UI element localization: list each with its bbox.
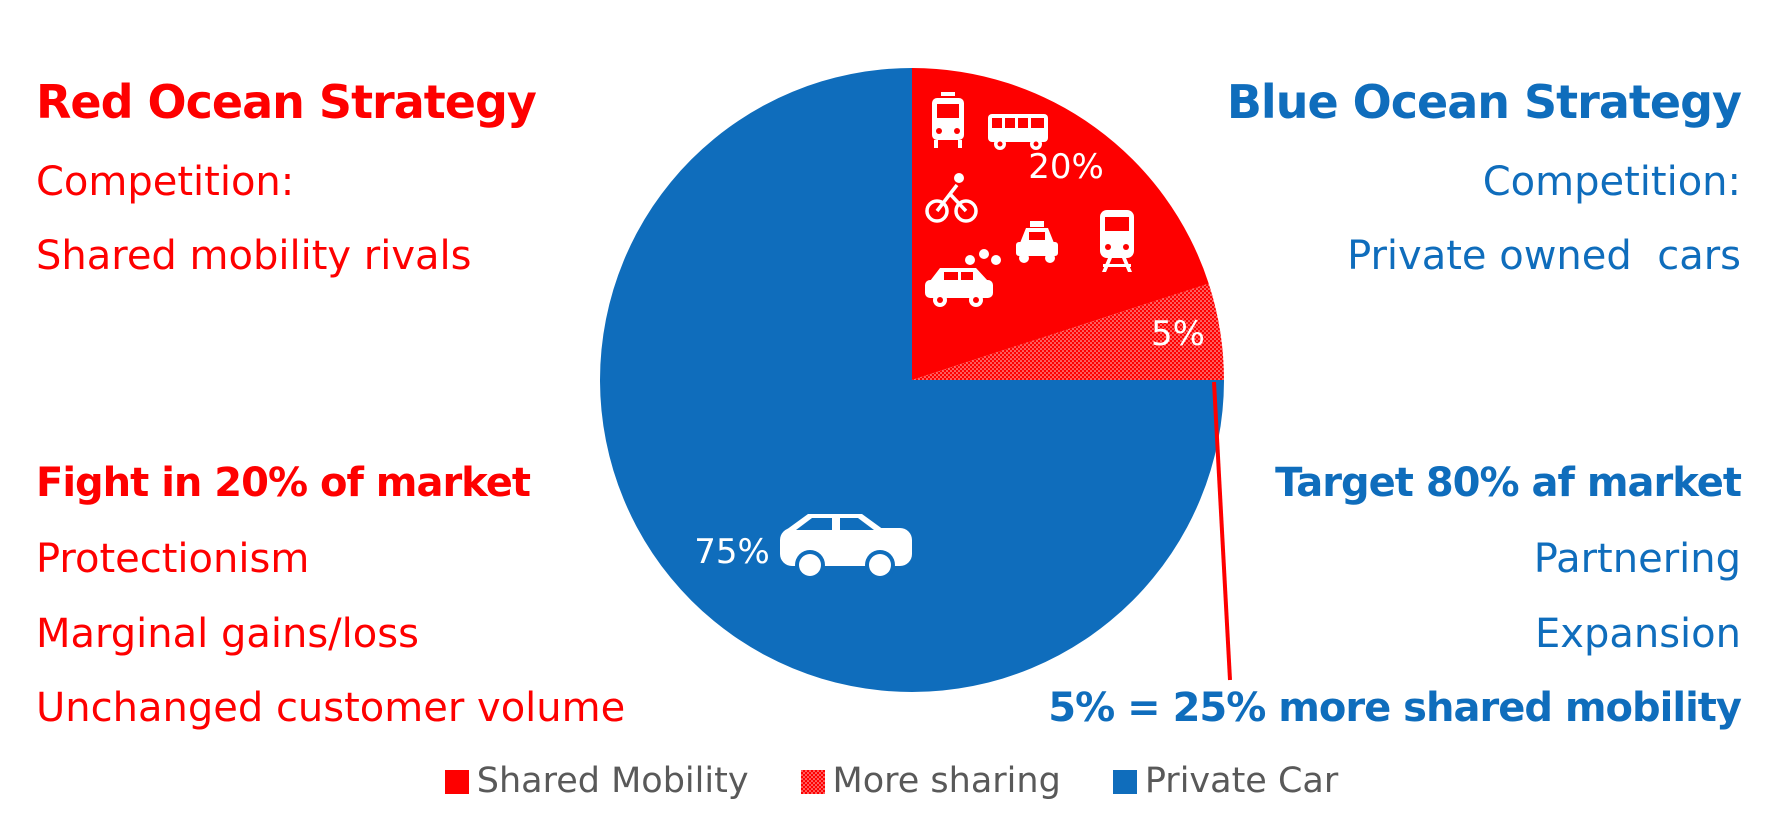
blue-partnering: Partnering bbox=[1533, 536, 1741, 582]
red-competition-label: Competition: bbox=[36, 159, 295, 205]
red-ocean-title: Red Ocean Strategy bbox=[36, 75, 537, 129]
slice-label-shared-mobility: 20% bbox=[1028, 147, 1104, 187]
blue-competition-value: Private owned cars bbox=[1347, 233, 1741, 279]
legend-label: More sharing bbox=[832, 761, 1061, 801]
legend-swatch-shared-mobility bbox=[444, 769, 469, 794]
legend-item-shared-mobility: Shared Mobility bbox=[444, 761, 749, 801]
car-sharing-icon bbox=[925, 249, 1001, 307]
red-fight-heading: Fight in 20% of market bbox=[36, 460, 531, 506]
red-marginal: Marginal gains/loss bbox=[36, 611, 419, 657]
legend-label: Private Car bbox=[1144, 761, 1339, 801]
red-protectionism: Protectionism bbox=[36, 536, 310, 582]
legend-item-private-car: Private Car bbox=[1112, 761, 1339, 801]
blue-target-heading: Target 80% af market bbox=[1275, 460, 1742, 506]
slice-label-private-car: 75% bbox=[694, 532, 770, 572]
legend-swatch-more-sharing bbox=[800, 769, 825, 794]
blue-callout: 5% = 25% more shared mobility bbox=[1048, 685, 1742, 731]
slice-label-more-sharing: 5% bbox=[1151, 314, 1205, 354]
train-icon bbox=[1100, 210, 1134, 272]
blue-competition-label: Competition: bbox=[1482, 159, 1741, 205]
chart-legend: Shared Mobility More sharing Private Car bbox=[0, 764, 1783, 799]
blue-ocean-title: Blue Ocean Strategy bbox=[1226, 75, 1742, 129]
bus-icon bbox=[988, 114, 1048, 150]
red-competition-value: Shared mobility rivals bbox=[36, 233, 472, 279]
tram-icon bbox=[932, 92, 964, 148]
pie-slice-private-car bbox=[600, 68, 1224, 692]
legend-swatch-private-car bbox=[1112, 769, 1137, 794]
red-unchanged: Unchanged customer volume bbox=[36, 685, 626, 731]
callout-line bbox=[1212, 381, 1232, 681]
pie-slice-shared-mobility bbox=[912, 68, 1209, 380]
taxi-icon bbox=[1016, 221, 1058, 263]
blue-expansion: Expansion bbox=[1535, 611, 1741, 657]
legend-label: Shared Mobility bbox=[476, 761, 749, 801]
legend-item-more-sharing: More sharing bbox=[800, 761, 1061, 801]
bicycle-icon bbox=[925, 173, 978, 223]
pie-slice-more-sharing bbox=[912, 283, 1224, 380]
car-icon bbox=[780, 514, 912, 580]
